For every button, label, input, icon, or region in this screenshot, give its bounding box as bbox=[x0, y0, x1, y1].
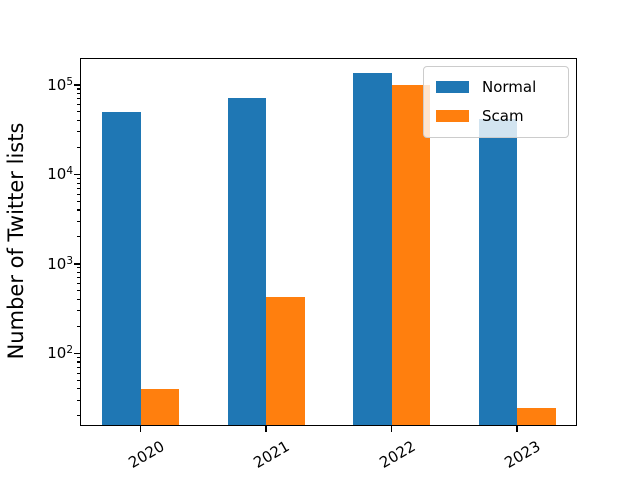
x-tick bbox=[139, 426, 142, 432]
y-minor-tick bbox=[76, 200, 80, 202]
y-major-tick bbox=[74, 173, 80, 176]
y-minor-tick bbox=[76, 236, 80, 238]
y-minor-tick bbox=[76, 98, 80, 100]
x-tick-label-2022: 2022 bbox=[375, 437, 418, 472]
y-minor-tick bbox=[76, 271, 80, 274]
legend-item-normal: Normal bbox=[436, 76, 558, 98]
y-minor-tick bbox=[76, 267, 80, 269]
x-tick bbox=[390, 426, 393, 432]
y-minor-tick bbox=[76, 388, 80, 390]
plot-area: 102 103 104 105 2020 2021 2022 2023 Normal Scam bbox=[47, 58, 577, 472]
x-tick bbox=[516, 426, 518, 432]
x-tick-label-2020: 2020 bbox=[124, 437, 167, 472]
y-minor-tick bbox=[76, 366, 80, 368]
y-minor-tick bbox=[76, 356, 80, 358]
bar-scam-2020 bbox=[140, 388, 179, 425]
y-minor-tick bbox=[76, 415, 80, 417]
legend-label-normal: Normal bbox=[482, 77, 537, 96]
y-tick-label: 104 bbox=[47, 165, 73, 184]
y-minor-tick bbox=[76, 182, 80, 184]
y-minor-tick bbox=[76, 399, 80, 401]
y-minor-tick bbox=[76, 193, 80, 195]
y-axis-label: Number of Twitter lists bbox=[4, 122, 28, 360]
y-tick-label: 103 bbox=[47, 254, 73, 273]
y-minor-tick bbox=[76, 119, 80, 122]
bar-normal-2020 bbox=[102, 112, 141, 425]
y-minor-tick bbox=[76, 93, 80, 95]
x-tick bbox=[265, 426, 267, 432]
y-minor-tick bbox=[76, 290, 80, 292]
legend-item-scam: Scam bbox=[436, 105, 558, 127]
bar-scam-2023 bbox=[517, 408, 556, 425]
y-minor-tick bbox=[76, 111, 80, 113]
x-tick-label-2023: 2023 bbox=[501, 437, 544, 472]
y-minor-tick bbox=[76, 220, 80, 222]
y-minor-tick bbox=[76, 310, 80, 312]
y-minor-tick bbox=[76, 88, 80, 90]
legend-swatch-scam-icon bbox=[436, 110, 469, 122]
bar-scam-2021 bbox=[266, 297, 305, 425]
y-minor-tick bbox=[76, 379, 80, 381]
y-minor-tick bbox=[76, 104, 80, 106]
y-minor-tick bbox=[76, 361, 80, 363]
bar-normal-2022 bbox=[353, 72, 392, 425]
bar-scam-2022 bbox=[391, 84, 430, 425]
y-minor-tick bbox=[76, 372, 80, 374]
legend-label-scam: Scam bbox=[482, 106, 524, 125]
y-tick-label: 105 bbox=[47, 75, 73, 94]
y-major-tick bbox=[74, 84, 80, 86]
y-minor-tick bbox=[76, 209, 80, 211]
y-minor-tick bbox=[76, 283, 80, 285]
y-tick-label: 102 bbox=[47, 344, 73, 363]
y-minor-tick bbox=[76, 325, 80, 327]
x-tick-label-2021: 2021 bbox=[250, 437, 293, 472]
y-major-tick bbox=[74, 352, 80, 354]
y-major-tick bbox=[74, 263, 80, 265]
y-minor-tick bbox=[76, 146, 80, 148]
y-minor-tick bbox=[76, 277, 80, 279]
y-minor-tick bbox=[76, 177, 80, 180]
y-minor-tick bbox=[76, 187, 80, 189]
y-minor-tick bbox=[76, 131, 80, 133]
legend-swatch-normal-icon bbox=[436, 81, 469, 93]
bar-normal-2021 bbox=[227, 97, 266, 425]
bar-normal-2023 bbox=[478, 118, 517, 425]
y-minor-tick bbox=[76, 298, 80, 300]
legend: Normal Scam bbox=[423, 66, 569, 138]
